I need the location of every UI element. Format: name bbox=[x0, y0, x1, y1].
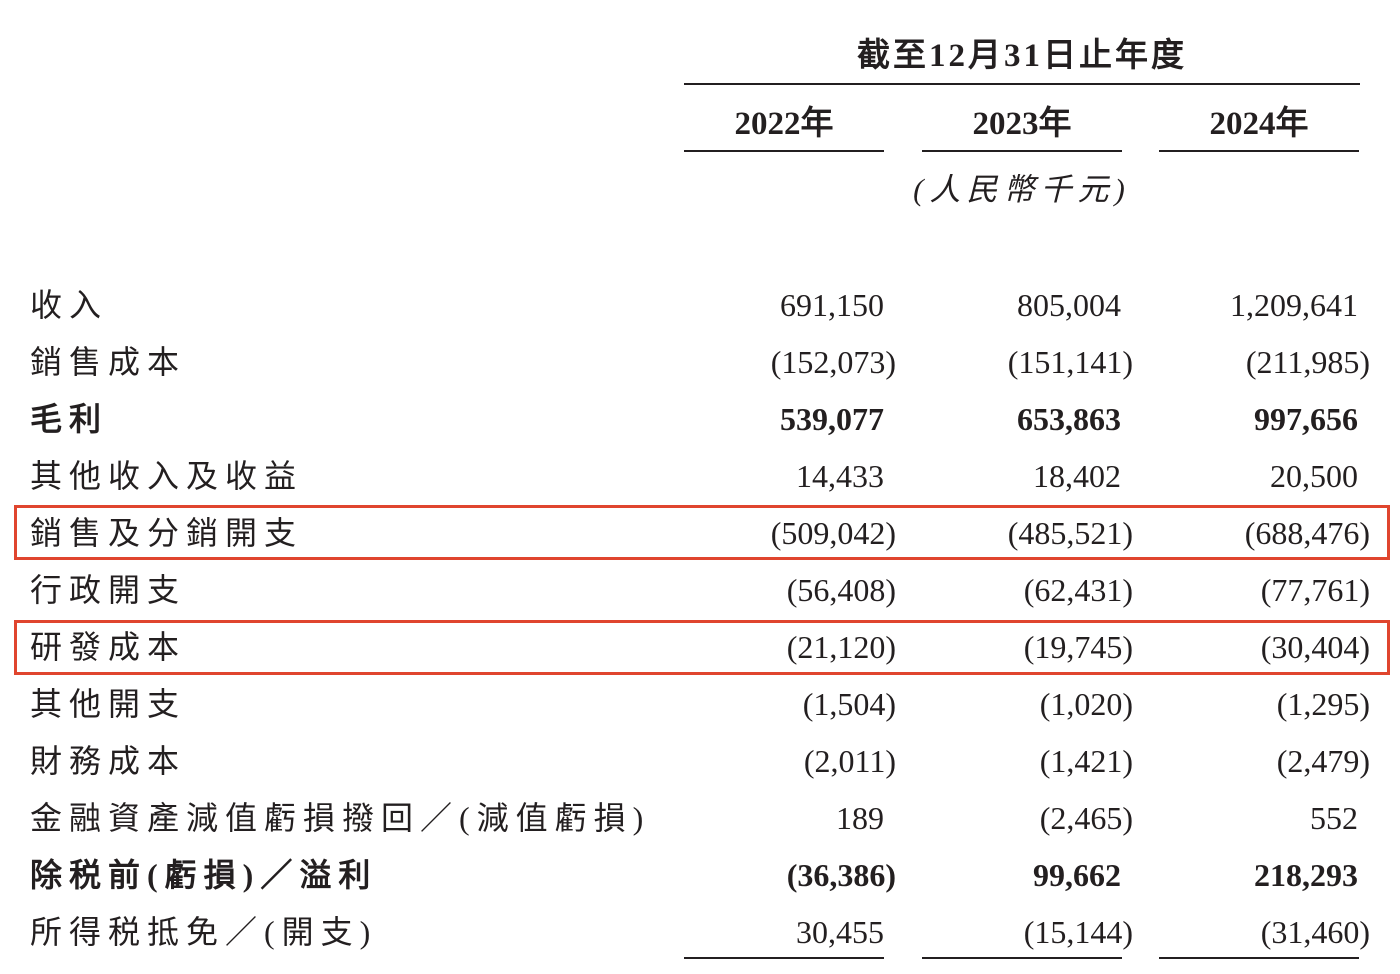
row-label: 其他開支 bbox=[30, 686, 187, 722]
value-2022: (152,073) bbox=[770, 344, 896, 380]
row-label: 除税前(虧損)／溢利 bbox=[30, 857, 378, 893]
table-row-research-development: 研發成本 (21,120) (19,745) (30,404) bbox=[0, 619, 1400, 676]
value-2024: 218,293 bbox=[1254, 857, 1358, 893]
year-2023-header: 2023年 bbox=[972, 106, 1072, 142]
value-2022: (56,408) bbox=[786, 572, 896, 608]
value-2022: (1,504) bbox=[802, 686, 896, 722]
value-2024: (688,476) bbox=[1244, 515, 1370, 551]
table-row-profit-before-tax: 除税前(虧損)／溢利 (36,386) 99,662 218,293 bbox=[0, 847, 1400, 904]
value-2023: (15,144) bbox=[1023, 914, 1133, 950]
table-row-other-income: 其他收入及收益 14,433 18,402 20,500 bbox=[0, 448, 1400, 505]
row-label: 行政開支 bbox=[30, 572, 187, 608]
highlight-box-research-development bbox=[14, 620, 1390, 675]
table-row-finance-costs: 財務成本 (2,011) (1,421) (2,479) bbox=[0, 733, 1400, 790]
value-2022: 539,077 bbox=[780, 401, 884, 437]
value-2022: 189 bbox=[836, 800, 884, 836]
row-label: 其他收入及收益 bbox=[30, 458, 304, 494]
value-2024: (30,404) bbox=[1260, 629, 1370, 665]
bottom-rule-2022 bbox=[684, 957, 884, 959]
value-2022: (509,042) bbox=[770, 515, 896, 551]
year-2022-header: 2022年 bbox=[734, 106, 834, 142]
value-2024: 1,209,641 bbox=[1230, 287, 1358, 323]
value-2022: 691,150 bbox=[780, 287, 884, 323]
value-2024: (211,985) bbox=[1245, 344, 1370, 380]
value-2024: (2,479) bbox=[1276, 743, 1370, 779]
table-row-impairment: 金融資產減值虧損撥回／(減值虧損) 189 (2,465) 552 bbox=[0, 790, 1400, 847]
value-2023: 653,863 bbox=[1017, 401, 1121, 437]
table-row-other-expenses: 其他開支 (1,504) (1,020) (1,295) bbox=[0, 676, 1400, 733]
row-label: 所得税抵免／(開支) bbox=[30, 914, 378, 950]
value-2024: (77,761) bbox=[1260, 572, 1370, 608]
value-2023: (1,421) bbox=[1039, 743, 1133, 779]
value-2023: 18,402 bbox=[1033, 458, 1121, 494]
year-2023-rule bbox=[922, 150, 1122, 152]
value-2022: 14,433 bbox=[796, 458, 884, 494]
table-row-administrative: 行政開支 (56,408) (62,431) (77,761) bbox=[0, 562, 1400, 619]
year-2024-rule bbox=[1159, 150, 1359, 152]
value-2022: (36,386) bbox=[786, 857, 896, 893]
table-row-selling-distribution: 銷售及分銷開支 (509,042) (485,521) (688,476) bbox=[0, 505, 1400, 562]
row-label: 毛利 bbox=[30, 401, 109, 437]
value-2023: (62,431) bbox=[1023, 572, 1133, 608]
highlight-box-selling-distribution bbox=[14, 505, 1390, 560]
value-2024: 997,656 bbox=[1254, 401, 1358, 437]
value-2023: (151,141) bbox=[1007, 344, 1133, 380]
table-row-income-tax: 所得税抵免／(開支) 30,455 (15,144) (31,460) bbox=[0, 904, 1400, 961]
value-2024: 20,500 bbox=[1270, 458, 1358, 494]
value-2024: (31,460) bbox=[1260, 914, 1370, 950]
row-label: 銷售及分銷開支 bbox=[30, 515, 304, 551]
value-2024: 552 bbox=[1310, 800, 1358, 836]
row-label: 銷售成本 bbox=[30, 344, 187, 380]
value-2023: 805,004 bbox=[1017, 287, 1121, 323]
bottom-rule-2023 bbox=[922, 957, 1122, 959]
year-2022-rule bbox=[684, 150, 884, 152]
value-2024: (1,295) bbox=[1276, 686, 1370, 722]
value-2023: (1,020) bbox=[1039, 686, 1133, 722]
period-rule bbox=[684, 83, 1360, 85]
table-row-revenue: 收入 691,150 805,004 1,209,641 bbox=[0, 277, 1400, 334]
table-row-gross-profit: 毛利 539,077 653,863 997,656 bbox=[0, 391, 1400, 448]
row-label: 研發成本 bbox=[30, 629, 187, 665]
year-2024-header: 2024年 bbox=[1209, 106, 1309, 142]
row-label: 收入 bbox=[30, 287, 109, 323]
period-title: 截至12月31日止年度 bbox=[857, 38, 1187, 74]
row-label: 財務成本 bbox=[30, 743, 187, 779]
bottom-rule-2024 bbox=[1159, 957, 1359, 959]
value-2022: (2,011) bbox=[803, 743, 896, 779]
value-2023: (485,521) bbox=[1007, 515, 1133, 551]
value-2023: (19,745) bbox=[1023, 629, 1133, 665]
value-2022: 30,455 bbox=[796, 914, 884, 950]
table-row-cost-of-sales: 銷售成本 (152,073) (151,141) (211,985) bbox=[0, 334, 1400, 391]
currency-unit: (人民幣千元) bbox=[913, 172, 1131, 207]
value-2023: 99,662 bbox=[1033, 857, 1121, 893]
row-label: 金融資產減值虧損撥回／(減值虧損) bbox=[30, 800, 651, 836]
value-2022: (21,120) bbox=[786, 629, 896, 665]
value-2023: (2,465) bbox=[1039, 800, 1133, 836]
